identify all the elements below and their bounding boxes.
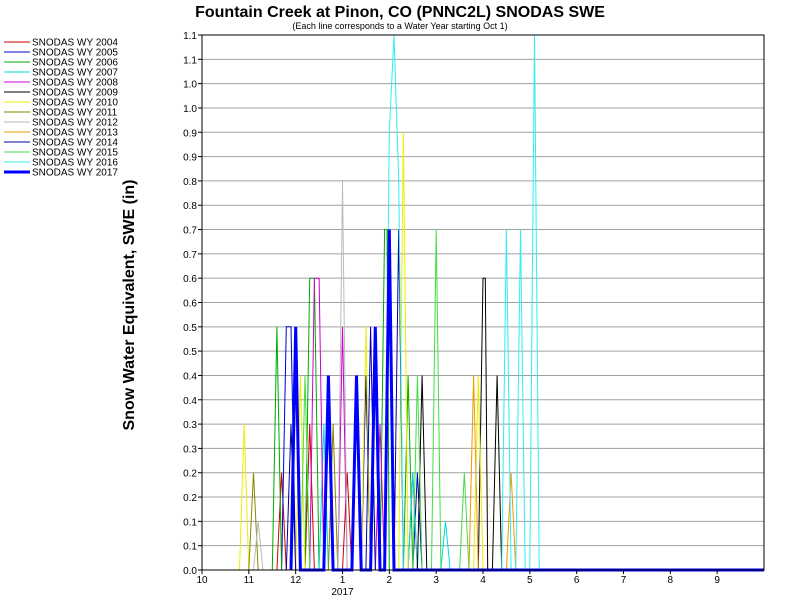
y-tick-label: 0.4 <box>183 396 197 407</box>
legend-entry: SNODAS WY 2015 <box>32 148 118 159</box>
x-tick-label: 1 <box>340 575 346 586</box>
y-tick-label: 1.0 <box>183 104 197 115</box>
legend-entry: SNODAS WY 2008 <box>32 78 118 89</box>
x-tick-label: 12 <box>290 575 302 586</box>
y-tick-label: 0.5 <box>183 347 197 358</box>
y-tick-label: 0.8 <box>183 177 197 188</box>
legend-entry: SNODAS WY 2005 <box>32 48 118 59</box>
y-tick-label: 0.6 <box>183 299 197 310</box>
y-tick-label: 0.3 <box>183 444 197 455</box>
series-line <box>416 277 764 571</box>
y-tick-label: 1.1 <box>183 31 197 42</box>
x-tick-label: 8 <box>668 575 674 586</box>
x-tick-label: 3 <box>433 575 439 586</box>
legend-entry: SNODAS WY 2017 <box>32 168 118 179</box>
y-tick-label: 0.9 <box>183 153 197 164</box>
legend-entry: SNODAS WY 2010 <box>32 98 118 109</box>
y-tick-label: 0.8 <box>183 201 197 212</box>
legend-entry: SNODAS WY 2011 <box>32 108 118 119</box>
legend-entry: SNODAS WY 2006 <box>32 58 118 69</box>
legend-entry: SNODAS WY 2013 <box>32 128 118 139</box>
legend-entry: SNODAS WY 2007 <box>32 68 118 79</box>
legend-entry: SNODAS WY 2014 <box>32 138 118 149</box>
x-tick-label: 11 <box>244 575 255 586</box>
y-tick-label: 0.1 <box>183 517 197 528</box>
y-tick-label: 1.1 <box>183 55 197 66</box>
chart-subtitle: (Each line corresponds to a Water Year s… <box>292 21 507 31</box>
x-tick-label: 7 <box>621 575 627 586</box>
y-tick-label: 0.3 <box>183 420 197 431</box>
x-tick-label: 2 <box>387 575 393 586</box>
y-tick-label: 0.2 <box>183 493 197 504</box>
y-axis-label: Snow Water Equivalent, SWE (in) <box>121 180 138 431</box>
y-tick-label: 0.1 <box>183 542 197 553</box>
chart-title: Fountain Creek at Pinon, CO (PNNC2L) SNO… <box>195 4 605 21</box>
y-tick-label: 0.9 <box>183 128 197 139</box>
y-tick-label: 0.4 <box>183 371 197 382</box>
legend-entry: SNODAS WY 2009 <box>32 88 118 99</box>
legend-entry: SNODAS WY 2004 <box>32 38 118 49</box>
y-tick-label: 0.5 <box>183 323 197 334</box>
series-line <box>309 277 764 571</box>
x-tick-label: 5 <box>527 575 533 586</box>
y-tick-label: 0.7 <box>183 250 197 261</box>
x-tick-labels: 10 11 12 1 2 3 4 5 6 7 8 9 <box>196 570 720 586</box>
x-year-label: 2017 <box>331 587 354 598</box>
x-tick-label: 4 <box>480 575 486 586</box>
legend-entry: SNODAS WY 2012 <box>32 118 118 129</box>
x-tick-label: 9 <box>714 575 720 586</box>
y-tick-labels: 0.0 0.1 0.1 0.2 0.2 0.3 0.3 0.4 0.4 0.5 0.5 0.6 0.6 0… <box>183 31 202 577</box>
y-tick-label: 0.0 <box>183 566 197 577</box>
x-tick-label: 10 <box>196 575 208 586</box>
y-tick-label: 0.2 <box>183 469 197 480</box>
x-tick-label: 6 <box>574 575 580 586</box>
y-tick-label: 1.0 <box>183 80 197 91</box>
legend-entry: SNODAS WY 2016 <box>32 158 118 169</box>
y-tick-label: 0.6 <box>183 274 197 285</box>
y-tick-label: 0.7 <box>183 226 197 237</box>
